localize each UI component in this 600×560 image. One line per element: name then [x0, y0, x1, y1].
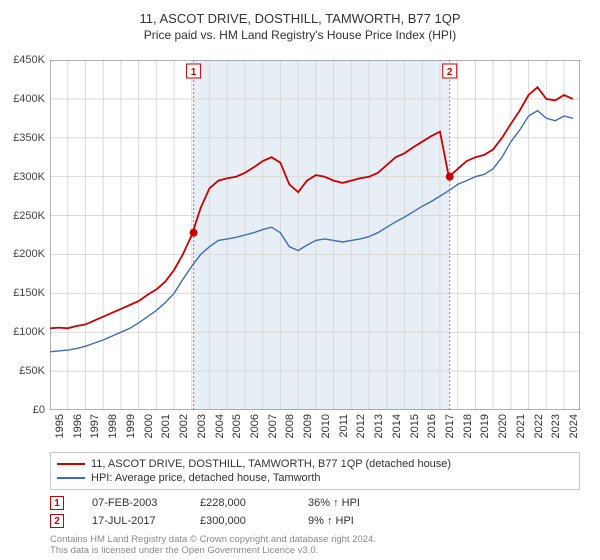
y-tick-label: £150K — [0, 287, 45, 299]
sale-row: 2 17-JUL-2017 £300,000 9% ↑ HPI — [50, 512, 580, 530]
svg-text:2: 2 — [447, 67, 453, 78]
x-tick-label: 2012 — [355, 414, 367, 444]
footnote: Contains HM Land Registry data © Crown c… — [50, 534, 376, 557]
sale-marker-icon: 2 — [50, 514, 64, 528]
sale-price: £228,000 — [200, 497, 280, 509]
chart-container: 11, ASCOT DRIVE, DOSTHILL, TAMWORTH, B77… — [0, 0, 600, 560]
chart-subtitle: Price paid vs. HM Land Registry's House … — [0, 28, 600, 48]
x-tick-label: 2011 — [338, 414, 350, 444]
sales-table: 1 07-FEB-2003 £228,000 36% ↑ HPI 2 17-JUL-201… — [50, 494, 580, 530]
x-tick-label: 2017 — [444, 414, 456, 444]
footnote-line2: This data is licensed under the Open Gov… — [50, 545, 318, 556]
x-tick-label: 2015 — [409, 414, 421, 444]
svg-text:1: 1 — [191, 67, 197, 78]
x-tick-label: 1996 — [72, 414, 84, 444]
sale-vs-hpi: 36% ↑ HPI — [308, 497, 388, 509]
y-tick-label: £350K — [0, 132, 45, 144]
x-tick-label: 2009 — [302, 414, 314, 444]
x-tick-label: 2000 — [143, 414, 155, 444]
legend: 11, ASCOT DRIVE, DOSTHILL, TAMWORTH, B77… — [50, 452, 580, 490]
x-tick-label: 2020 — [497, 414, 509, 444]
y-tick-label: £50K — [0, 365, 45, 377]
y-tick-label: £100K — [0, 326, 45, 338]
y-tick-label: £250K — [0, 210, 45, 222]
y-tick-label: £0 — [0, 404, 45, 416]
x-tick-label: 2007 — [267, 414, 279, 444]
x-tick-label: 2002 — [178, 414, 190, 444]
x-tick-label: 2018 — [462, 414, 474, 444]
x-tick-label: 1998 — [107, 414, 119, 444]
x-tick-label: 2010 — [320, 414, 332, 444]
x-tick-label: 1999 — [125, 414, 137, 444]
sale-marker-icon: 1 — [50, 496, 64, 510]
legend-swatch — [57, 477, 85, 479]
x-tick-label: 2024 — [568, 414, 580, 444]
legend-swatch — [57, 463, 85, 465]
x-tick-label: 2006 — [249, 414, 261, 444]
x-tick-label: 2001 — [160, 414, 172, 444]
y-tick-label: £450K — [0, 54, 45, 66]
sale-price: £300,000 — [200, 515, 280, 527]
legend-label: HPI: Average price, detached house, Tamw… — [91, 472, 321, 484]
plot-area: 12 — [50, 60, 580, 410]
chart-title: 11, ASCOT DRIVE, DOSTHILL, TAMWORTH, B77… — [0, 0, 600, 28]
x-tick-label: 2021 — [515, 414, 527, 444]
x-tick-label: 2014 — [391, 414, 403, 444]
x-tick-label: 2005 — [231, 414, 243, 444]
x-tick-label: 2022 — [533, 414, 545, 444]
sale-row: 1 07-FEB-2003 £228,000 36% ↑ HPI — [50, 494, 580, 512]
legend-label: 11, ASCOT DRIVE, DOSTHILL, TAMWORTH, B77… — [91, 458, 451, 470]
sale-date: 07-FEB-2003 — [92, 497, 172, 509]
sale-date: 17-JUL-2017 — [92, 515, 172, 527]
x-tick-label: 2016 — [426, 414, 438, 444]
x-tick-label: 2003 — [196, 414, 208, 444]
x-tick-label: 1997 — [89, 414, 101, 444]
legend-row: 11, ASCOT DRIVE, DOSTHILL, TAMWORTH, B77… — [57, 457, 573, 471]
y-tick-label: £200K — [0, 248, 45, 260]
y-tick-label: £300K — [0, 171, 45, 183]
y-tick-label: £400K — [0, 93, 45, 105]
footnote-line1: Contains HM Land Registry data © Crown c… — [50, 534, 376, 545]
sale-vs-hpi: 9% ↑ HPI — [308, 515, 388, 527]
x-tick-label: 2013 — [373, 414, 385, 444]
x-tick-label: 2019 — [479, 414, 491, 444]
x-tick-label: 2004 — [214, 414, 226, 444]
x-tick-label: 2008 — [284, 414, 296, 444]
legend-row: HPI: Average price, detached house, Tamw… — [57, 471, 573, 485]
x-tick-label: 1995 — [54, 414, 66, 444]
x-tick-label: 2023 — [550, 414, 562, 444]
